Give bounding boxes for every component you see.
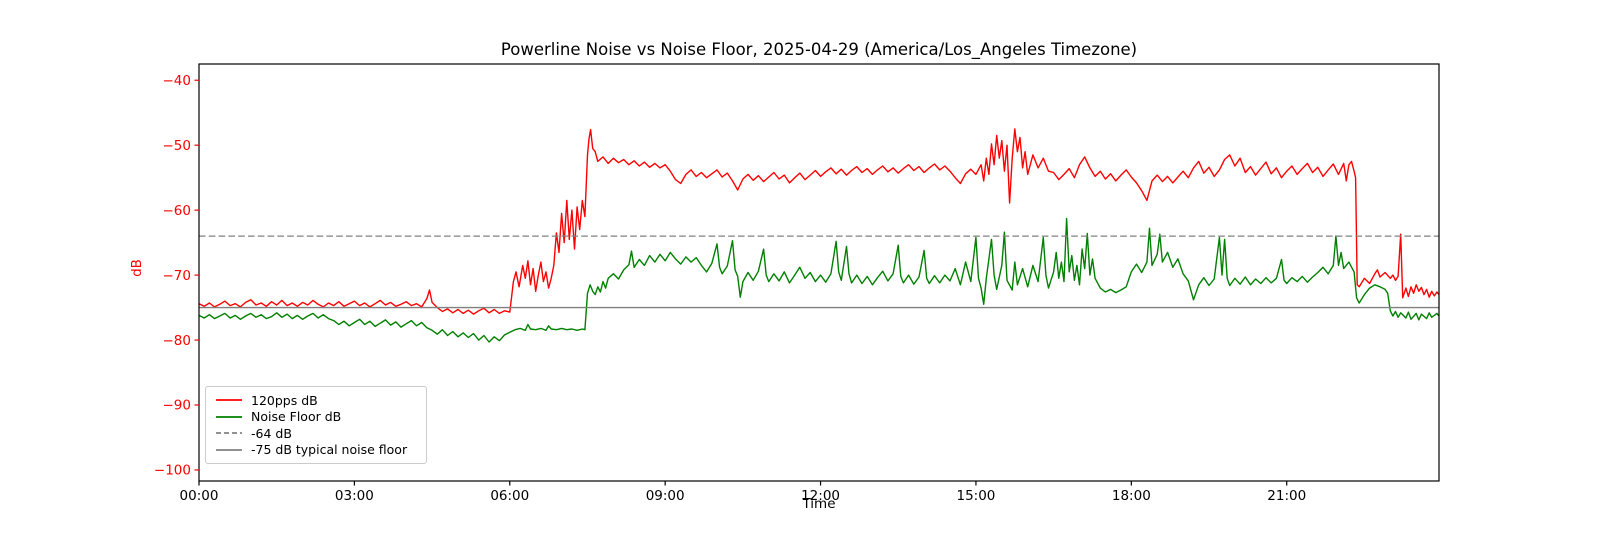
legend-entry: Noise Floor dB	[215, 409, 417, 426]
plot-border	[198, 63, 1440, 482]
x-tick-label: 06:00	[490, 488, 529, 504]
series-line-noise-floor-db	[198, 217, 1440, 343]
legend-swatch-line	[216, 432, 242, 435]
x-axis-label: Time	[802, 496, 836, 512]
legend-entry: -75 dB typical noise floor	[215, 442, 417, 459]
y-tick-label: −80	[163, 333, 192, 349]
y-axis-label: dB	[128, 259, 145, 277]
x-tick-label: 00:00	[180, 488, 219, 504]
x-tick-label: 18:00	[1112, 488, 1151, 504]
legend-swatch-line	[216, 399, 242, 402]
x-tick-label: 21:00	[1267, 488, 1306, 504]
legend-swatch-line	[216, 448, 242, 451]
legend-label: 120pps dB	[251, 392, 318, 408]
legend: 120pps dB Noise Floor dB -64 dB -75 dB typi…	[205, 386, 427, 464]
y-tick-label: −90	[163, 398, 192, 414]
legend-entry: 120pps dB	[215, 392, 417, 409]
legend-label: -75 dB typical noise floor	[251, 442, 408, 458]
x-tick-label: 12:00	[801, 488, 840, 504]
chart-title: Powerline Noise vs Noise Floor, 2025-04-…	[500, 40, 1138, 59]
y-tick-label: −40	[163, 73, 192, 89]
x-tick-label: 15:00	[956, 488, 995, 504]
series-line-120pps-db	[198, 128, 1440, 315]
y-tick-label: −50	[163, 138, 192, 154]
x-tick-label: 03:00	[335, 488, 374, 504]
y-tick-label: −70	[163, 268, 192, 284]
legend-entry: -64 dB	[215, 425, 417, 442]
x-tick-label: 09:00	[646, 488, 685, 504]
legend-label: -64 dB	[251, 425, 292, 441]
legend-swatch-line	[216, 415, 242, 418]
y-tick-label: −100	[154, 463, 191, 479]
y-tick-label: −60	[163, 203, 192, 219]
legend-label: Noise Floor dB	[251, 409, 342, 425]
